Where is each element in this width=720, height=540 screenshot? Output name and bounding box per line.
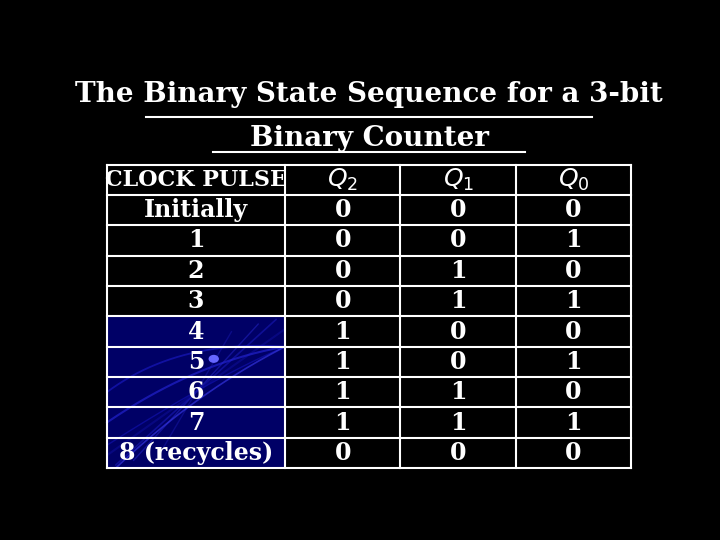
Bar bbox=[516, 195, 631, 225]
Bar bbox=[516, 286, 631, 316]
Bar bbox=[285, 255, 400, 286]
Text: 1: 1 bbox=[450, 259, 467, 283]
Text: 1: 1 bbox=[450, 410, 467, 435]
Bar bbox=[107, 225, 285, 255]
Bar bbox=[107, 316, 285, 468]
Text: 8 (recycles): 8 (recycles) bbox=[119, 441, 273, 465]
Text: 1: 1 bbox=[565, 289, 582, 313]
Text: 0: 0 bbox=[565, 320, 582, 343]
Bar bbox=[107, 286, 285, 316]
Text: The Binary State Sequence for a 3-bit: The Binary State Sequence for a 3-bit bbox=[75, 82, 663, 109]
Bar bbox=[516, 377, 631, 407]
Text: 0: 0 bbox=[335, 441, 351, 465]
Text: 0: 0 bbox=[335, 259, 351, 283]
Bar bbox=[400, 438, 516, 468]
Text: 4: 4 bbox=[188, 320, 204, 343]
Bar bbox=[400, 225, 516, 255]
Text: CLOCK PULSE: CLOCK PULSE bbox=[105, 169, 287, 191]
Text: 1: 1 bbox=[450, 380, 467, 404]
Text: 3: 3 bbox=[188, 289, 204, 313]
Text: 1: 1 bbox=[335, 320, 351, 343]
Bar bbox=[400, 165, 516, 195]
Bar bbox=[400, 347, 516, 377]
Bar bbox=[516, 347, 631, 377]
Text: 1: 1 bbox=[565, 410, 582, 435]
Text: 0: 0 bbox=[565, 198, 582, 222]
Text: 5: 5 bbox=[188, 350, 204, 374]
Bar bbox=[285, 316, 400, 347]
Text: $Q_2$: $Q_2$ bbox=[328, 167, 359, 193]
Bar bbox=[400, 377, 516, 407]
Text: 0: 0 bbox=[335, 198, 351, 222]
Text: 0: 0 bbox=[565, 441, 582, 465]
Text: 0: 0 bbox=[565, 259, 582, 283]
Bar bbox=[285, 286, 400, 316]
Bar bbox=[400, 255, 516, 286]
Bar bbox=[400, 195, 516, 225]
Text: 0: 0 bbox=[450, 441, 467, 465]
Text: 0: 0 bbox=[450, 320, 467, 343]
Bar bbox=[285, 165, 400, 195]
Text: 1: 1 bbox=[565, 228, 582, 253]
Text: 0: 0 bbox=[335, 228, 351, 253]
Text: 7: 7 bbox=[188, 410, 204, 435]
Bar bbox=[516, 438, 631, 468]
Bar bbox=[107, 165, 285, 195]
Text: 1: 1 bbox=[188, 228, 204, 253]
Text: 0: 0 bbox=[450, 350, 467, 374]
Bar bbox=[285, 377, 400, 407]
Text: 1: 1 bbox=[450, 289, 467, 313]
Text: 1: 1 bbox=[565, 350, 582, 374]
Text: 0: 0 bbox=[335, 289, 351, 313]
Text: 1: 1 bbox=[335, 350, 351, 374]
Bar bbox=[285, 407, 400, 438]
Text: 6: 6 bbox=[188, 380, 204, 404]
Circle shape bbox=[210, 355, 218, 362]
Bar bbox=[516, 165, 631, 195]
Text: Binary Counter: Binary Counter bbox=[250, 125, 488, 152]
Bar bbox=[516, 225, 631, 255]
Bar bbox=[285, 225, 400, 255]
Bar bbox=[107, 255, 285, 286]
Text: 1: 1 bbox=[335, 380, 351, 404]
Bar bbox=[285, 195, 400, 225]
Text: 0: 0 bbox=[565, 380, 582, 404]
Bar bbox=[285, 347, 400, 377]
Text: $Q_1$: $Q_1$ bbox=[443, 167, 474, 193]
Text: 2: 2 bbox=[188, 259, 204, 283]
Text: Initially: Initially bbox=[144, 198, 248, 222]
Bar bbox=[516, 316, 631, 347]
Text: 0: 0 bbox=[450, 228, 467, 253]
Bar bbox=[516, 407, 631, 438]
Text: 0: 0 bbox=[450, 198, 467, 222]
Bar bbox=[516, 255, 631, 286]
Bar bbox=[107, 195, 285, 225]
Text: $Q_0$: $Q_0$ bbox=[558, 167, 590, 193]
Bar bbox=[400, 407, 516, 438]
Bar bbox=[400, 316, 516, 347]
Bar bbox=[400, 286, 516, 316]
Bar bbox=[285, 438, 400, 468]
Text: 1: 1 bbox=[335, 410, 351, 435]
